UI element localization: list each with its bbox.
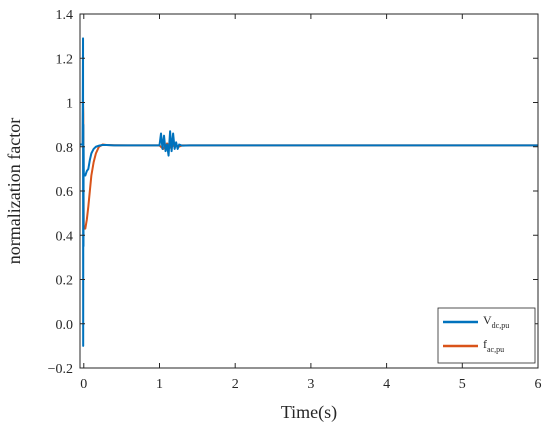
y-tick-label: 0.2 (56, 274, 74, 289)
x-tick-label: 6 (535, 377, 542, 392)
x-tick-label: 4 (383, 377, 390, 392)
axis-ticks: 0 1 2 3 4 5 6 −0.2 0.0 0.2 0.4 0.6 0.8 1 1.2 1.4 (48, 8, 542, 392)
legend-box (437, 307, 536, 364)
y-tick-label: 0.8 (56, 141, 74, 156)
y-tick-label: −0.2 (48, 362, 73, 377)
y-tick-label: 1 (66, 97, 73, 112)
x-tick-label: 5 (459, 377, 466, 392)
y-tick-label: 0.4 (56, 229, 74, 244)
plot-lines (80, 37, 538, 347)
y-tick-label: 1.2 (56, 52, 74, 67)
legend-entry: fac,pu (483, 337, 504, 354)
y-tick-label: 1.4 (56, 8, 74, 23)
y-tick-label: 0.6 (56, 185, 74, 200)
series-line-vdc (80, 37, 538, 347)
y-axis-label: normalization factor (4, 118, 24, 264)
legend-entry: Vdc,pu (483, 313, 509, 330)
x-tick-label: 3 (307, 377, 314, 392)
x-tick-label: 2 (232, 377, 239, 392)
x-axis-label: Time(s) (281, 402, 337, 423)
x-tick-label: 0 (80, 377, 87, 392)
legend: Vdc,pu fac,pu (437, 307, 536, 364)
x-tick-label: 1 (156, 377, 163, 392)
series-line-fac (80, 101, 538, 230)
y-tick-label: 0.0 (56, 318, 74, 333)
